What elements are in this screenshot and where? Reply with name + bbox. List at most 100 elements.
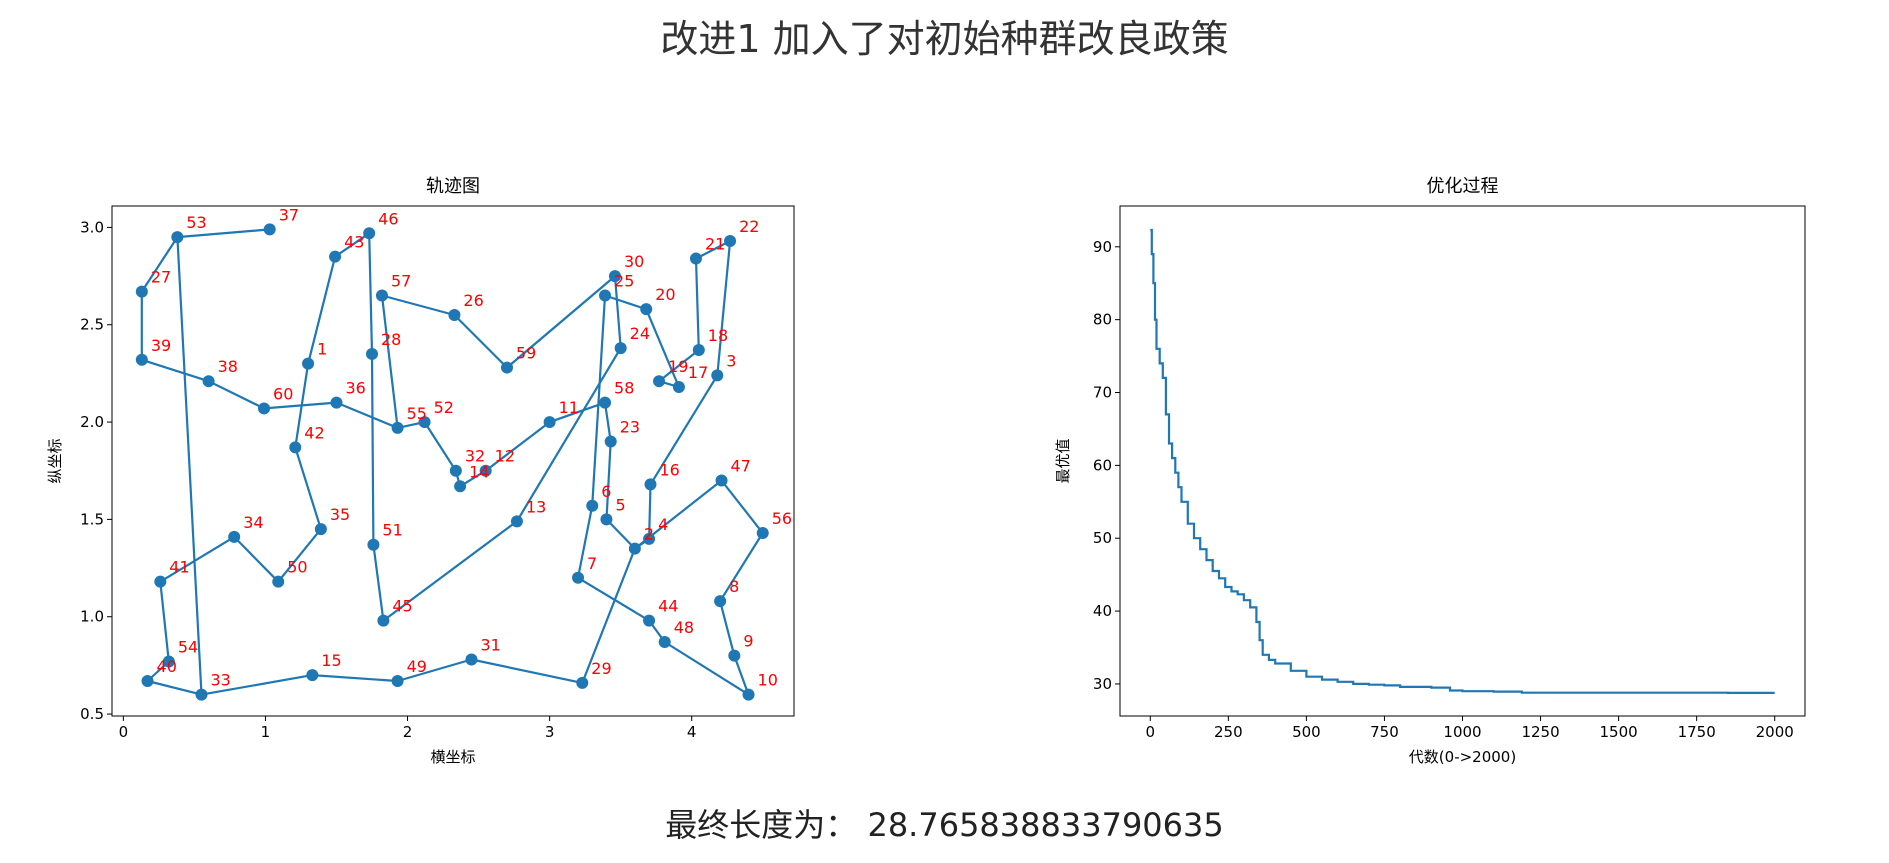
city-point-44 xyxy=(643,614,656,627)
city-point-38 xyxy=(202,375,215,388)
city-point-50 xyxy=(272,575,285,588)
city-point-6 xyxy=(586,499,599,512)
optimization-ytick-label: 30 xyxy=(1093,675,1112,693)
city-label-40: 40 xyxy=(157,657,177,676)
trajectory-chart: 0 1 2 3 40.51.01.52.02.53.0轨迹图横坐标纵坐标12345678… xyxy=(46,176,795,766)
trajectory-xtick-label: 3 xyxy=(545,723,555,741)
city-label-3: 3 xyxy=(726,351,736,370)
city-point-32 xyxy=(449,464,462,477)
city-label-27: 27 xyxy=(151,268,171,287)
city-point-30 xyxy=(608,270,621,283)
city-label-7: 7 xyxy=(587,554,597,573)
city-point-8 xyxy=(714,595,727,608)
city-point-23 xyxy=(604,435,617,448)
city-point-28 xyxy=(366,347,379,360)
city-label-29: 29 xyxy=(591,659,611,678)
city-label-13: 13 xyxy=(526,497,546,516)
optimization-xtick-label: 2000 xyxy=(1756,723,1794,741)
city-point-21 xyxy=(689,252,702,265)
city-label-8: 8 xyxy=(729,577,739,596)
city-label-50: 50 xyxy=(287,558,307,577)
city-point-29 xyxy=(576,676,589,689)
city-label-35: 35 xyxy=(330,505,350,524)
city-point-26 xyxy=(448,309,461,322)
city-label-33: 33 xyxy=(211,671,231,690)
city-label-51: 51 xyxy=(382,521,402,540)
city-label-52: 52 xyxy=(434,398,454,417)
city-point-49 xyxy=(391,674,404,687)
trajectory-ytick-label: 1.0 xyxy=(80,608,104,626)
city-label-10: 10 xyxy=(758,671,778,690)
city-point-14 xyxy=(454,480,467,493)
city-label-25: 25 xyxy=(614,272,634,291)
city-point-48 xyxy=(658,636,671,649)
city-label-18: 18 xyxy=(708,326,728,345)
city-label-36: 36 xyxy=(345,379,365,398)
city-label-42: 42 xyxy=(304,423,324,442)
city-label-58: 58 xyxy=(614,379,634,398)
trajectory-ytick-label: 2.5 xyxy=(80,316,104,334)
city-point-56 xyxy=(756,527,769,540)
city-point-25 xyxy=(599,289,612,302)
optimization-xtick-label: 250 xyxy=(1214,723,1243,741)
city-point-7 xyxy=(572,571,585,584)
city-point-20 xyxy=(640,303,653,316)
city-label-32: 32 xyxy=(465,447,485,466)
trajectory-xtick-label: 1 xyxy=(261,723,271,741)
city-point-41 xyxy=(154,575,167,588)
optimization-xlabel: 代数(0->2000) xyxy=(1409,748,1516,766)
city-point-17 xyxy=(672,381,685,394)
city-point-10 xyxy=(742,688,755,701)
city-point-33 xyxy=(195,688,208,701)
city-label-43: 43 xyxy=(344,233,364,252)
optimization-xtick-label: 500 xyxy=(1292,723,1321,741)
trajectory-ytick-label: 0.5 xyxy=(80,705,104,723)
city-label-39: 39 xyxy=(151,336,171,355)
city-label-48: 48 xyxy=(674,618,694,637)
city-label-44: 44 xyxy=(658,597,678,616)
trajectory-ytick-label: 1.5 xyxy=(80,510,104,528)
city-point-15 xyxy=(306,669,319,682)
optimization-xtick-label: 1000 xyxy=(1443,723,1481,741)
trajectory-xlabel: 横坐标 xyxy=(430,748,475,766)
city-label-34: 34 xyxy=(243,513,263,532)
city-label-59: 59 xyxy=(516,344,536,363)
city-label-23: 23 xyxy=(620,418,640,437)
city-point-53 xyxy=(171,231,184,244)
optimization-title: 优化过程 xyxy=(1427,176,1499,197)
city-point-4 xyxy=(643,532,656,545)
city-point-37 xyxy=(263,223,276,236)
city-label-22: 22 xyxy=(739,217,759,236)
city-point-58 xyxy=(599,396,612,409)
city-label-31: 31 xyxy=(480,636,500,655)
trajectory-ylabel: 纵坐标 xyxy=(46,438,64,483)
optimization-ytick-label: 70 xyxy=(1093,384,1112,402)
trajectory-ytick-label: 2.0 xyxy=(80,413,104,431)
city-point-11 xyxy=(543,416,556,429)
optimization-ytick-label: 80 xyxy=(1093,311,1112,329)
city-point-59 xyxy=(500,361,513,374)
city-label-53: 53 xyxy=(186,213,206,232)
city-label-11: 11 xyxy=(559,398,579,417)
city-point-22 xyxy=(724,235,737,248)
city-label-2: 2 xyxy=(644,525,654,544)
city-label-46: 46 xyxy=(378,209,398,228)
optimization-ytick-label: 60 xyxy=(1093,456,1112,474)
city-point-13 xyxy=(510,515,523,528)
city-label-56: 56 xyxy=(772,509,792,528)
city-point-2 xyxy=(628,542,641,555)
city-label-49: 49 xyxy=(407,657,427,676)
optimization-ytick-label: 40 xyxy=(1093,602,1112,620)
trajectory-title: 轨迹图 xyxy=(426,176,480,197)
city-point-42 xyxy=(289,441,302,454)
city-label-15: 15 xyxy=(321,651,341,670)
city-label-47: 47 xyxy=(731,456,751,475)
city-label-26: 26 xyxy=(463,291,483,310)
city-label-4: 4 xyxy=(658,515,668,534)
city-label-30: 30 xyxy=(624,252,644,271)
city-label-24: 24 xyxy=(630,324,650,343)
trajectory-frame xyxy=(111,205,795,717)
city-point-31 xyxy=(465,653,478,666)
city-point-24 xyxy=(614,342,627,355)
city-point-52 xyxy=(418,416,431,429)
